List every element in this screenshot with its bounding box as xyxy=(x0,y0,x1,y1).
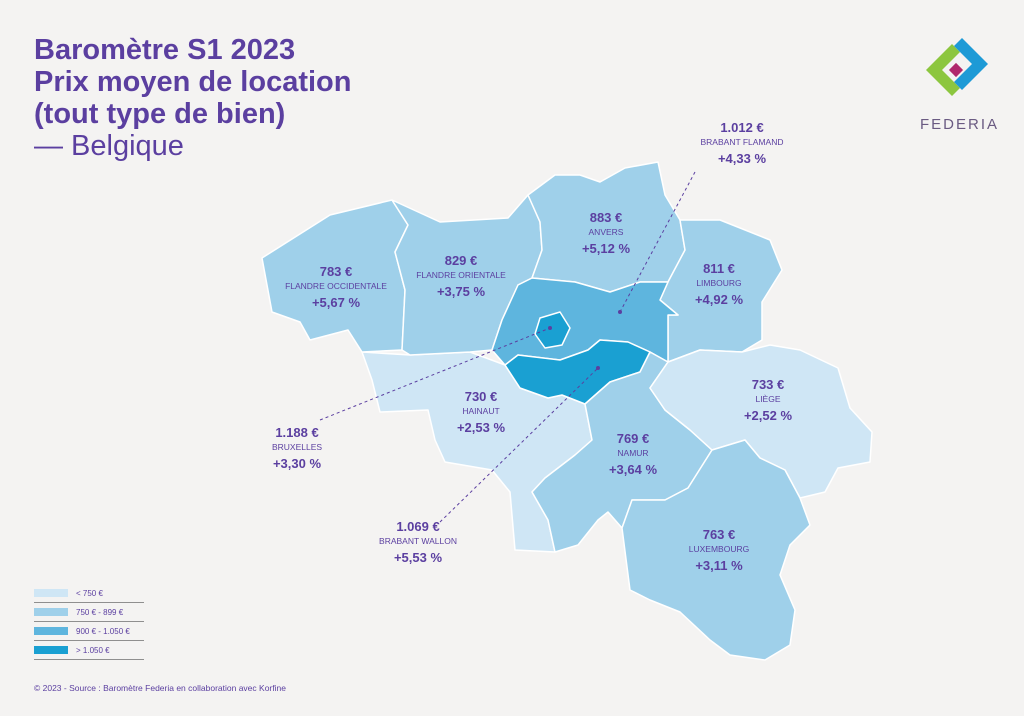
name-luxembourg: LUXEMBOURG xyxy=(689,544,749,554)
province-bruxelles[interactable] xyxy=(534,311,571,349)
price-luxembourg: 763 € xyxy=(703,527,736,542)
name-bruxelles: BRUXELLES xyxy=(272,442,322,452)
leader-dot-brabant-flamand xyxy=(618,310,622,314)
change-brabant-flamand: +4,33 % xyxy=(718,151,767,166)
change-bruxelles: +3,30 % xyxy=(273,456,322,471)
name-brabant-flamand: BRABANT FLAMAND xyxy=(701,137,784,147)
name-anvers: ANVERS xyxy=(589,227,624,237)
label-brabant-flamand: 1.012 € BRABANT FLAMAND +4,33 % xyxy=(701,120,784,166)
change-luxembourg: +3,11 % xyxy=(695,558,743,573)
leader-line-brabant-wallon xyxy=(439,367,599,523)
logo-text: FEDERIA xyxy=(920,116,1000,133)
label-liege: 733 € LIÈGE +2,52 % xyxy=(744,377,793,423)
price-hainaut: 730 € xyxy=(465,389,498,404)
name-brabant-wallon: BRABANT WALLON xyxy=(379,536,457,546)
label-anvers: 883 € ANVERS +5,12 % xyxy=(582,210,631,256)
name-flandre-orientale: FLANDRE ORIENTALE xyxy=(416,270,506,280)
change-brabant-wallon: +5,53 % xyxy=(394,550,443,565)
map-title: Baromètre S1 2023 Prix moyen de location… xyxy=(34,34,351,162)
label-namur: 769 € NAMUR +3,64 % xyxy=(609,431,658,477)
title-line-1: Baromètre S1 2023 xyxy=(34,34,296,66)
change-flandre-orientale: +3,75 % xyxy=(437,284,486,299)
name-hainaut: HAINAUT xyxy=(462,406,499,416)
price-flandre-orientale: 829 € xyxy=(445,253,478,268)
change-limbourg: +4,92 % xyxy=(695,292,744,307)
change-liege: +2,52 % xyxy=(744,408,793,423)
legend-row-2: 750 € - 899 € xyxy=(34,603,144,622)
label-bruxelles: 1.188 € BRUXELLES +3,30 % xyxy=(272,425,322,471)
legend-swatch-3 xyxy=(34,627,68,635)
change-hainaut: +2,53 % xyxy=(457,420,506,435)
name-namur: NAMUR xyxy=(617,448,648,458)
name-limbourg: LIMBOURG xyxy=(696,278,741,288)
title-line-2: Prix moyen de location xyxy=(34,66,352,98)
change-namur: +3,64 % xyxy=(609,462,658,477)
leader-line-brabant-flamand xyxy=(619,171,696,313)
legend-row-3: 900 € - 1.050 € xyxy=(34,622,144,641)
price-limbourg: 811 € xyxy=(703,261,735,276)
label-limbourg: 811 € LIMBOURG +4,92 % xyxy=(695,261,744,307)
legend-swatch-1 xyxy=(34,589,68,597)
price-anvers: 883 € xyxy=(590,210,623,225)
label-hainaut: 730 € HAINAUT +2,53 % xyxy=(457,389,506,435)
province-luxembourg[interactable] xyxy=(621,439,811,661)
province-liege[interactable] xyxy=(649,344,873,499)
federia-logo-icon xyxy=(926,38,988,96)
label-luxembourg: 763 € LUXEMBOURG +3,11 % xyxy=(689,527,749,573)
change-anvers: +5,12 % xyxy=(582,241,631,256)
name-liege: LIÈGE xyxy=(755,394,780,404)
price-liege: 733 € xyxy=(752,377,785,392)
title-subtitle: — Belgique xyxy=(34,130,184,162)
label-flandre-occidentale: 783 € FLANDRE OCCIDENTALE +5,67 % xyxy=(285,264,387,310)
source-footer: © 2023 - Source : Baromètre Federia en c… xyxy=(34,683,286,693)
legend-row-4: > 1.050 € xyxy=(34,641,144,660)
legend: < 750 € 750 € - 899 € 900 € - 1.050 € > … xyxy=(34,584,144,660)
legend-label-2: 750 € - 899 € xyxy=(76,607,124,617)
name-flandre-occidentale: FLANDRE OCCIDENTALE xyxy=(285,281,387,291)
price-brabant-flamand: 1.012 € xyxy=(720,120,763,135)
legend-swatch-2 xyxy=(34,608,68,616)
label-flandre-orientale: 829 € FLANDRE ORIENTALE +3,75 % xyxy=(416,253,506,299)
leader-dot-brabant-wallon xyxy=(596,366,600,370)
price-brabant-wallon: 1.069 € xyxy=(396,519,439,534)
price-bruxelles: 1.188 € xyxy=(275,425,318,440)
leader-dot-bruxelles xyxy=(548,326,552,330)
leader-line-bruxelles xyxy=(319,327,551,421)
legend-label-1: < 750 € xyxy=(76,588,103,598)
legend-swatch-4 xyxy=(34,646,68,654)
legend-label-4: > 1.050 € xyxy=(76,645,110,655)
price-flandre-occidentale: 783 € xyxy=(320,264,353,279)
legend-label-3: 900 € - 1.050 € xyxy=(76,626,130,636)
price-namur: 769 € xyxy=(617,431,650,446)
change-flandre-occidentale: +5,67 % xyxy=(312,295,361,310)
legend-row-1: < 750 € xyxy=(34,584,144,603)
label-brabant-wallon: 1.069 € BRABANT WALLON +5,53 % xyxy=(379,519,457,565)
title-line-3: (tout type de bien) xyxy=(34,98,286,130)
